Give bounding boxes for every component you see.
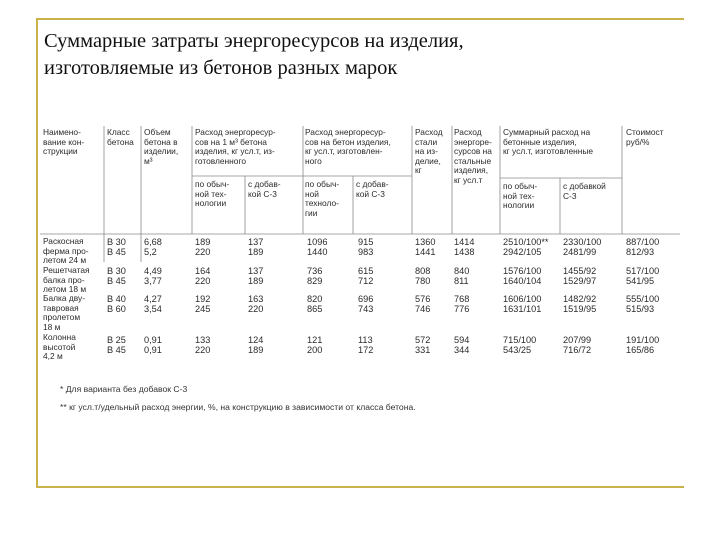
header-sub-usual-2: по обыч- ной техноло- гии [305,179,340,218]
table-row-cost: 517/100 541/95 [626,266,660,286]
header-class: Класс бетона [107,127,134,147]
table-row-steel: 1360 1441 [415,237,436,257]
table-row-e2: 137 189 [248,237,264,257]
table-row-e3: 820 865 [307,294,323,314]
footnote-1: * Для варианта без добавок С-3 [60,384,188,394]
table-row-cost: 191/100 165/86 [626,335,660,355]
header-energy-design: Расход энергоресур- сов на бетон изделия… [305,127,391,166]
header-steel: Расход стали на из- делие, кг [415,127,443,176]
table-row-total-c3: 1482/92 1519/95 [563,294,597,314]
table-row-e2: 124 189 [248,335,264,355]
table-row-class: В 40 В 60 [107,294,126,314]
header-name: Наимено- вание кон- струкции [43,127,85,157]
footnote-2: ** кг усл.т/удельный расход энергии, %, … [60,402,416,412]
table-row-name: Раскосная ферма про- летом 24 м [43,236,89,266]
header-cost: Стоимост руб/% [626,127,664,147]
table-row-total-usual: 2510/100** 2942/105 [503,237,549,257]
table-row-class: В 30 В 45 [107,266,126,286]
table-row-steel: 576 746 [415,294,431,314]
table-row-steel-energy: 840 811 [454,266,470,286]
header-volume: Объем бетона в изделии, м³ [144,127,179,166]
table-row-e4: 696 743 [358,294,374,314]
table-row-e3: 121 200 [307,335,323,355]
table-row-total-usual: 715/100 543/25 [503,335,537,355]
table-row-total-c3: 2330/100 2481/99 [563,237,602,257]
slide-title: Суммарные затраты энергоресурсов на изде… [44,28,674,82]
table-row-e1: 133 220 [195,335,211,355]
header-total: Суммарный расход на бетонные изделия, кг… [503,127,594,157]
slide-title-line2: изготовляемые из бетонов разных марок [44,57,398,79]
slide-title-line1: Суммарные затраты энергоресурсов на изде… [44,30,464,52]
table-row-e1: 192 245 [195,294,211,314]
header-steel-energy: Расход энергоре- сурсов на стальные изде… [454,127,492,185]
table-row-volume: 4,27 3,54 [144,294,162,314]
table-row-name: Балка дву- тавровая пролетом 18 м [43,293,86,332]
table-row-name: Колонна высотой 4,2 м [43,332,76,362]
header-sub-c3-2: с добав- кой С-3 [356,179,389,199]
table-row-e1: 164 220 [195,266,211,286]
table-row-total-c3: 1455/92 1529/97 [563,266,597,286]
table-row-name: Решетчатая балка про- летом 18 м [43,265,90,295]
scanned-table: Наимено- вание кон- струкции Класс бетон… [40,122,680,422]
table-row-class: В 30 В 45 [107,237,126,257]
table-row-volume: 0,91 0,91 [144,335,162,355]
table-row-total-c3: 207/99 716/72 [563,335,592,355]
table-row-e3: 736 829 [307,266,323,286]
table-grid [40,126,680,262]
table-row-class: В 25 В 45 [107,335,126,355]
table-row-cost: 887/100 812/93 [626,237,660,257]
table-row-e1: 189 220 [195,237,211,257]
table-row-total-usual: 1606/100 1631/101 [503,294,542,314]
header-sub-c3-1: с добав- кой С-3 [248,179,281,199]
table-row-steel-energy: 768 776 [454,294,470,314]
slide-bottom-rule [36,486,684,488]
header-sub-c3-3: с добавкой С-3 [563,181,606,201]
table-row-steel-energy: 594 344 [454,335,470,355]
table-row-e2: 137 189 [248,266,264,286]
table-row-total-usual: 1576/100 1640/104 [503,266,542,286]
slide-top-rule [36,18,684,20]
table-row-e4: 615 712 [358,266,374,286]
table-row-steel: 808 780 [415,266,431,286]
table-row-cost: 555/100 515/93 [626,294,660,314]
slide-left-rule [36,18,38,488]
table-row-e2: 163 220 [248,294,264,314]
table-row-volume: 6,68 5,2 [144,237,162,257]
header-energy-concrete: Расход энергоресур- сов на 1 м³ бетона и… [195,127,276,166]
table-row-steel-energy: 1414 1438 [454,237,475,257]
table-row-steel: 572 331 [415,335,431,355]
table-row-volume: 4,49 3,77 [144,266,162,286]
header-sub-usual-1: по обыч- ной тех- нологии [195,179,230,209]
table-row-e4: 113 172 [358,335,374,355]
header-sub-usual-3: по обыч- ной тех- нологии [503,181,538,211]
table-row-e4: 915 983 [358,237,374,257]
table-row-e3: 1096 1440 [307,237,328,257]
